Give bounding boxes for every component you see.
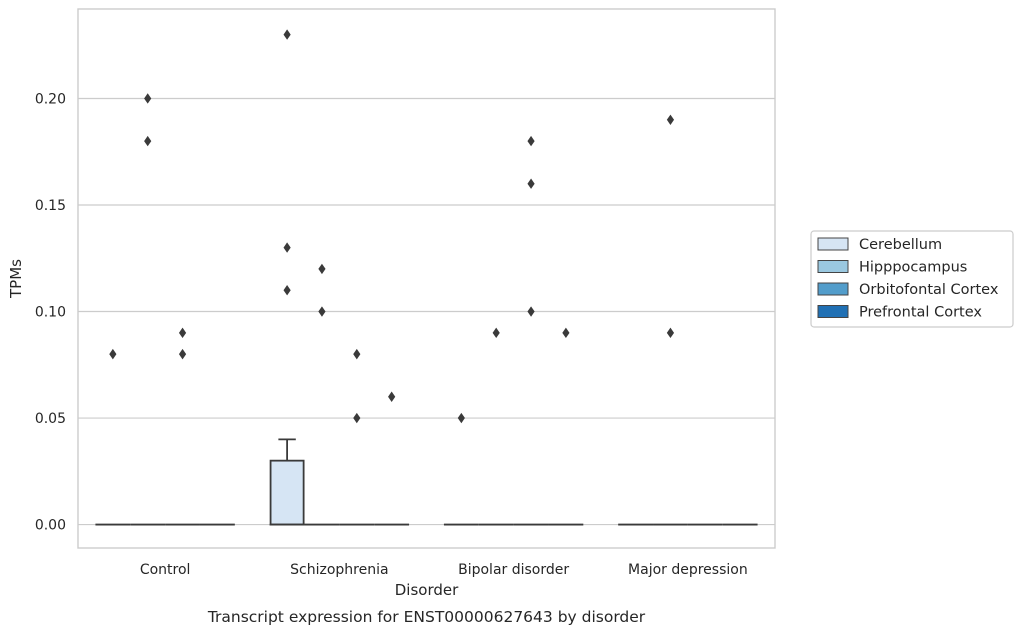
outlier-point [527, 135, 535, 147]
outlier-point [178, 348, 187, 360]
x-axis-label: Disorder [395, 581, 459, 599]
outlier-point [178, 327, 187, 339]
outlier-point [144, 93, 152, 104]
plot-frame [77, 8, 776, 549]
outlier-point [527, 306, 535, 317]
y-tick-label: 0.20 [35, 91, 66, 107]
outlier-point [388, 391, 396, 402]
legend-swatch [817, 237, 849, 251]
box-series [95, 438, 758, 526]
y-axis-label: TPMs [7, 259, 25, 299]
outlier-point [666, 114, 675, 125]
outlier-point [109, 348, 117, 360]
outlier-point [283, 29, 291, 40]
outlier-point [283, 285, 291, 296]
outlier-point [492, 327, 500, 339]
box-body [269, 459, 305, 526]
legend-label: Prefrontal Cortex [859, 305, 982, 321]
y-tick-label: 0.00 [35, 518, 66, 534]
x-tick-label: Major depression [628, 562, 748, 578]
outlier-point [666, 327, 675, 339]
outlier-point [144, 135, 152, 147]
outlier-point [527, 178, 535, 189]
outlier-point [353, 412, 361, 424]
legend-swatch [817, 282, 849, 296]
box-1-0 [269, 438, 305, 526]
outlier-point [562, 327, 570, 339]
grid-lines [78, 97, 775, 526]
legend-label: Cerebellum [859, 237, 942, 253]
legend-label: Hipppocampus [859, 260, 967, 276]
y-tick-label: 0.10 [35, 305, 66, 321]
outlier-point [318, 306, 326, 317]
outlier-point [318, 263, 326, 275]
x-tick-labels: Control Schizophrenia Bipolar disorder Majo… [140, 562, 748, 578]
y-tick-label: 0.05 [35, 411, 66, 427]
y-tick-label: 0.15 [35, 198, 66, 214]
outlier-point [283, 242, 291, 253]
y-tick-labels: 0.00 0.05 0.10 0.15 0.20 [35, 91, 66, 533]
legend-label: Orbitofontal Cortex [859, 282, 999, 298]
x-tick-label: Bipolar disorder [458, 562, 569, 578]
legend: Cerebellum Hipppocampus Orbitofontal Corte… [810, 230, 1014, 328]
outlier-point [457, 412, 465, 424]
x-tick-label: Schizophrenia [290, 562, 388, 578]
outlier-points [109, 29, 675, 424]
x-tick-label: Control [140, 562, 191, 578]
legend-swatch [817, 305, 849, 318]
legend-frame [810, 230, 1014, 328]
legend-swatch [817, 260, 849, 273]
chart-caption: Transcript expression for ENST0000062764… [207, 608, 646, 626]
outlier-point [353, 348, 361, 360]
